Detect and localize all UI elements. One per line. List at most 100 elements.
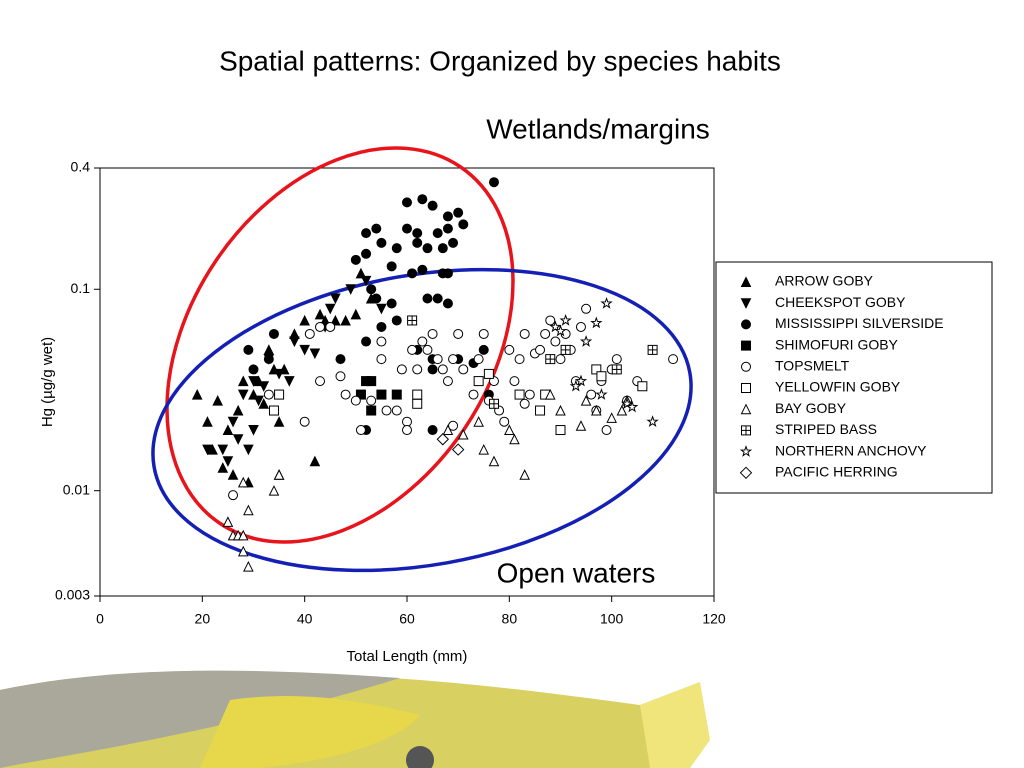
data-point [591,404,602,416]
data-point [407,268,418,279]
legend-label: TOPSMELT [775,358,850,374]
data-point [427,328,438,339]
data-point [391,315,402,326]
legend-label: NORTHERN ANCHOVY [775,442,927,458]
data-point [473,376,484,387]
marker-body [412,398,423,409]
data-point [371,223,382,234]
data-point [442,376,453,387]
annotation: Wetlands/margins [486,113,710,144]
annotation: Open waters [497,557,656,588]
data-point [402,425,412,436]
data-point [227,469,239,480]
data-point [595,388,608,400]
data-point [396,364,407,375]
data-point [544,388,556,400]
data-point [549,320,562,333]
y-axis-label: Hg (µg/g wet) [39,337,56,427]
data-point [273,416,285,427]
data-point [453,207,464,218]
data-point [273,368,285,380]
data-point [412,228,423,239]
data-point [243,444,254,456]
data-point [314,308,326,320]
data-point [407,344,418,355]
legend-label: PACIFIC HERRING [775,464,898,480]
data-point [519,398,530,409]
data-point [647,344,658,355]
data-point [509,376,520,387]
x-tick-label: 0 [96,611,104,627]
legend-symbol [741,425,751,436]
marker-body [535,405,546,416]
data-point [361,336,372,347]
data-point [402,223,412,234]
x-tick-label: 60 [399,611,415,627]
legend-label: CHEEKSPOT GOBY [775,294,906,310]
data-point [227,416,239,428]
data-point [237,476,249,488]
data-point [575,420,587,431]
data-point [391,389,402,400]
data-point [268,485,280,496]
marker-body [741,340,751,351]
data-point [263,344,275,355]
data-point [478,328,489,339]
data-point [237,545,249,557]
data-point [391,243,402,254]
x-tick-label: 80 [502,611,518,627]
marker-body [274,389,285,400]
legend-symbol [741,383,751,393]
data-point [309,348,321,360]
data-point [243,504,254,516]
data-point [217,444,229,456]
data-point [478,443,490,455]
data-point [427,364,438,375]
x-tick-label: 20 [195,611,211,627]
data-point [355,389,366,400]
data-point [355,425,366,436]
data-point [412,389,423,400]
data-point [488,398,499,409]
data-point [376,389,387,400]
data-point [391,405,402,416]
data-point [217,462,229,473]
data-point [340,389,351,400]
data-point [289,336,300,348]
data-point [509,433,520,445]
data-point [427,200,438,211]
data-point [366,284,377,295]
data-point [442,268,453,279]
data-point [243,560,254,572]
data-point [350,395,361,406]
data-point [237,529,249,541]
marker-body [596,371,607,382]
data-point [427,425,438,436]
data-point [263,389,274,400]
data-point [191,388,203,400]
data-point [560,344,571,355]
data-point [212,394,223,406]
data-point [207,443,218,455]
x-tick-label: 100 [600,611,624,627]
data-point [253,395,264,407]
data-point [263,354,274,365]
data-point [519,469,530,480]
data-point [360,275,372,287]
data-point [284,376,295,387]
data-point [611,354,622,365]
data-point [417,336,428,347]
data-point [258,398,270,409]
open-waters-ellipse [151,267,693,573]
data-point [268,328,279,339]
data-point [555,354,566,365]
legend-box [715,261,993,494]
data-point [468,389,479,400]
legend-label: ARROW GOBY [775,273,874,289]
data-point [545,354,556,365]
data-point [442,298,453,309]
data-point [535,405,546,416]
data-point [590,316,603,329]
data-point [535,344,546,355]
legend-symbol [741,340,751,351]
